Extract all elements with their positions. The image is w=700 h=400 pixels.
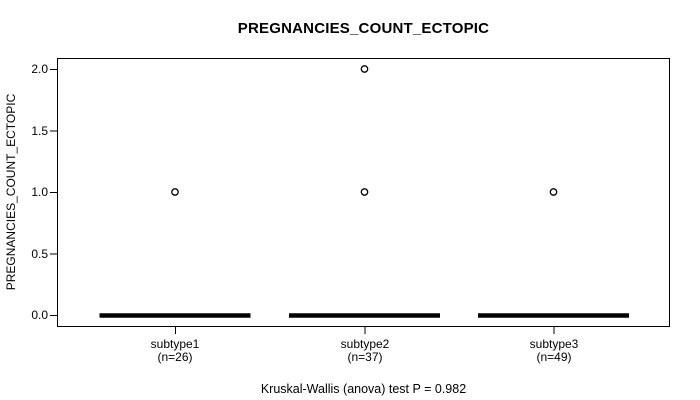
outlier-point bbox=[360, 65, 369, 73]
y-tick-label: 0.0 bbox=[31, 308, 48, 322]
y-tick-label: 0.5 bbox=[31, 247, 48, 261]
group-name: subtype2 bbox=[340, 337, 390, 351]
outlier-point bbox=[360, 188, 369, 196]
group-count: (n=49) bbox=[536, 350, 572, 364]
outlier-point bbox=[549, 188, 558, 196]
y-tick-label: 1.5 bbox=[31, 124, 48, 138]
median-line bbox=[478, 313, 629, 318]
group-count: (n=26) bbox=[157, 350, 193, 364]
median-line bbox=[99, 313, 251, 318]
group-name: subtype1 bbox=[150, 337, 200, 351]
x-axis-group-label: subtype1 (n=26) bbox=[110, 338, 240, 364]
group-count: (n=37) bbox=[347, 350, 383, 364]
x-axis-group-label: subtype3 (n=49) bbox=[489, 338, 619, 364]
outlier-point bbox=[171, 188, 179, 196]
median-line bbox=[289, 313, 440, 318]
chart-title: PREGNANCIES_COUNT_ECTOPIC bbox=[237, 20, 490, 37]
stat-test-label: Kruskal-Wallis (anova) test P = 0.982 bbox=[260, 382, 467, 396]
y-tick-label: 1.0 bbox=[31, 185, 48, 199]
plot-border bbox=[57, 58, 670, 327]
y-tick-label: 2.0 bbox=[31, 62, 48, 76]
x-axis-group-label: subtype2 (n=37) bbox=[300, 338, 430, 364]
group-name: subtype3 bbox=[529, 337, 579, 351]
